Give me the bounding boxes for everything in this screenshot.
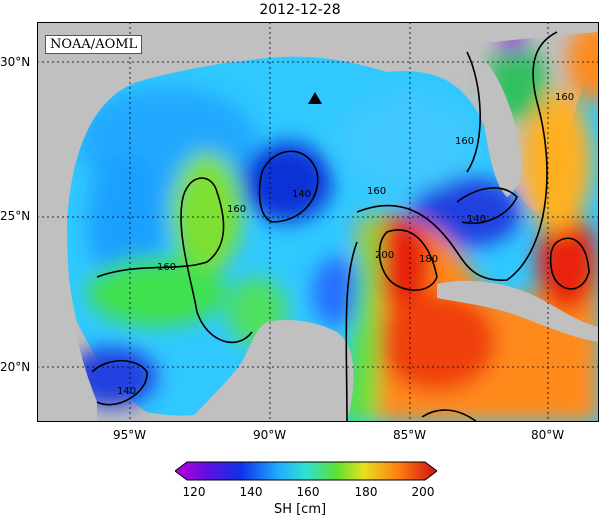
yucatan-peninsula [187, 320, 354, 422]
contour-label: 180 [419, 254, 438, 265]
map-title: 2012-12-28 [259, 2, 341, 18]
map-frame [37, 22, 599, 422]
lon-label-85w: 85°W [393, 428, 427, 442]
lat-lon-grid [37, 22, 599, 422]
lat-label-25n: 25°N [0, 209, 31, 223]
colorbar-ramp [174, 461, 438, 481]
colorbar-svg [174, 461, 438, 481]
colorbar-tick: 140 [239, 485, 263, 499]
map-panel: 160 140 160 160 140 160 140 200 180 160 [37, 22, 599, 422]
contour-label: 160 [455, 136, 474, 147]
cuba-island [437, 280, 599, 342]
florida-peninsula [472, 57, 522, 197]
colorbar-tick: 160 [296, 485, 320, 499]
lat-label-20n: 20°N [0, 360, 31, 374]
colorbar-tick: 200 [411, 485, 435, 499]
contour-label: 140 [117, 386, 136, 397]
lon-label-95w: 95°W [113, 428, 147, 442]
credit-label: NOAA/AOML [45, 35, 143, 54]
sea-height-map: 160 140 160 160 140 160 140 200 180 160 [37, 22, 599, 422]
contours [91, 31, 590, 422]
contour-label: 140 [467, 214, 486, 225]
sea-height-field [64, 22, 599, 422]
lon-label-90w: 90°W [253, 428, 287, 442]
colorbar-tick: 120 [182, 485, 206, 499]
contour-label-group: 160 140 160 160 140 160 140 200 180 160 [117, 92, 574, 397]
contour-label: 140 [292, 189, 311, 200]
contour-label: 160 [555, 92, 574, 103]
lat-label-30n: 30°N [0, 55, 31, 69]
contour-label: 160 [227, 204, 246, 215]
contour-label: 200 [375, 250, 394, 261]
colorbar-tick: 180 [354, 485, 378, 499]
triangle-marker [308, 92, 322, 104]
lon-label-80w: 80°W [531, 428, 565, 442]
colorbar [174, 461, 438, 481]
contour-label: 160 [157, 262, 176, 273]
colorbar-label: SH [cm] [273, 502, 327, 517]
contour-label: 160 [367, 186, 386, 197]
